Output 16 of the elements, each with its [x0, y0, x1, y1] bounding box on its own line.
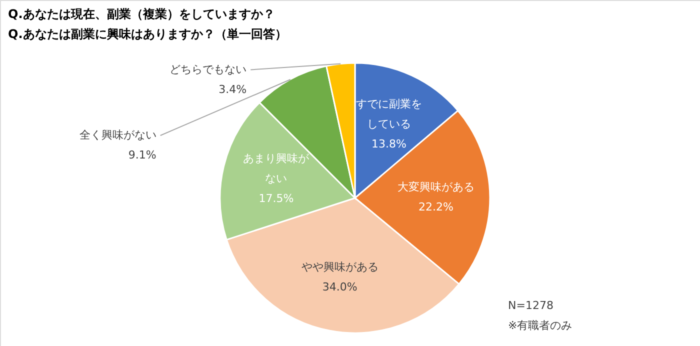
- data-label: 22.2%: [418, 200, 454, 214]
- text: Q.あなたは副業に興味はありますか？（単一回答）: [8, 27, 287, 41]
- data-label: 13.8%: [372, 137, 407, 150]
- text: N=1278: [508, 299, 554, 312]
- slice-label: やや興味がある: [301, 260, 378, 274]
- slice-label: 大変興味がある: [398, 180, 474, 194]
- slice-label: すでに副業をしている: [356, 97, 422, 130]
- text: ※有職者のみ: [508, 319, 572, 332]
- data-label: 3.4%: [218, 82, 247, 96]
- data-label: 34.0%: [322, 280, 358, 294]
- slice-label: どちらでもない: [170, 62, 247, 76]
- data-label: 17.5%: [258, 192, 294, 206]
- slice-label: あまり興味がない: [243, 152, 310, 186]
- data-label: 9.1%: [128, 148, 156, 162]
- slice-label: 全く興味がない: [79, 128, 156, 142]
- text: Q.あなたは現在、副業（複業）をしていますか？: [8, 7, 275, 21]
